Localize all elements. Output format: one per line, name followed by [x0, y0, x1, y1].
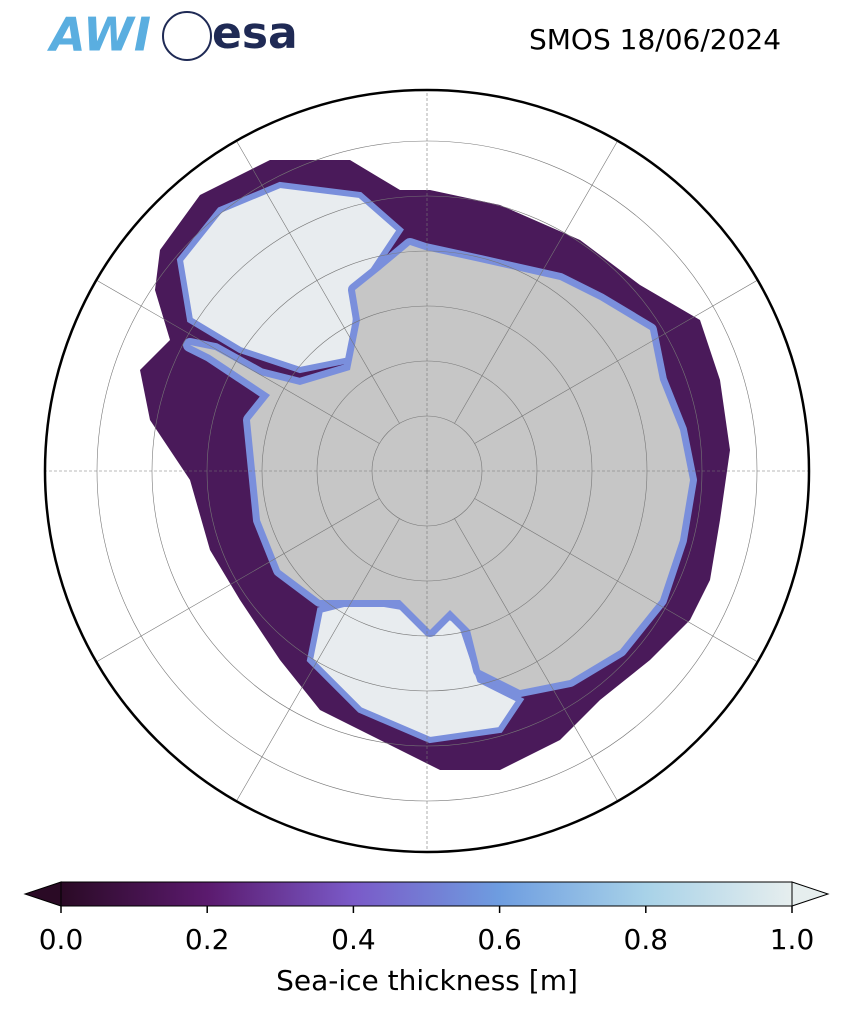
meridian	[226, 518, 400, 818]
map	[45, 90, 809, 852]
meridian	[474, 270, 774, 444]
colorbar-label: Sea-ice thickness [m]	[276, 964, 578, 997]
colorbar-tick-label: 0.0	[39, 923, 84, 956]
extend-high	[791, 881, 830, 907]
awi-logo: AWI	[47, 8, 151, 62]
colorbar-tick-label: 0.2	[185, 923, 230, 956]
esa-logo: esa	[212, 8, 298, 59]
colorbar: 0.0 0.2 0.4 0.6 0.8 1.0	[23, 881, 830, 956]
antarctica	[183, 238, 697, 697]
colorbar-frame	[60, 881, 793, 907]
meridian	[226, 124, 400, 424]
colorbar-tick-label: 1.0	[770, 923, 815, 956]
map-title: SMOS 18/06/2024	[529, 23, 781, 56]
colorbar-gradient	[61, 882, 792, 906]
meridian	[80, 498, 380, 672]
map-frame	[43, 88, 811, 854]
colorbar-tick-label: 0.4	[331, 923, 376, 956]
meridian	[454, 518, 628, 818]
colorbar-tick-label: 0.6	[477, 923, 522, 956]
extend-low	[23, 881, 62, 907]
meridian	[80, 270, 380, 444]
esa-logo-mark	[162, 11, 212, 61]
meridian	[474, 498, 774, 672]
colorbar-tick-label: 0.8	[624, 923, 669, 956]
meridian	[454, 124, 628, 424]
graticule	[45, 90, 809, 852]
